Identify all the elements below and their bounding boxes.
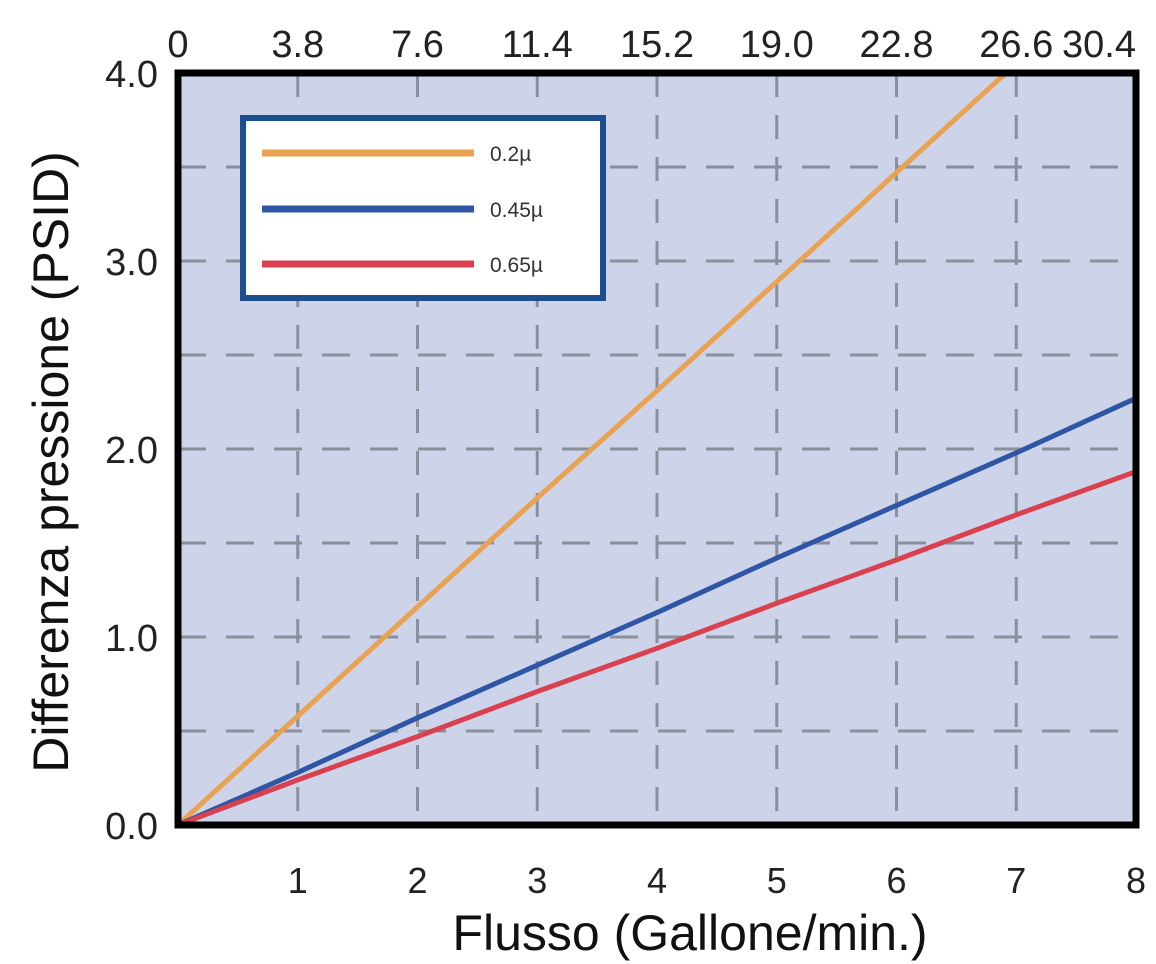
series-line-0 (178, 73, 1010, 825)
x-tick-label: 5 (767, 860, 787, 901)
x-tick-label: 1 (288, 860, 308, 901)
legend-label-0-2: 0.2µ (490, 143, 531, 166)
legend-label-0-45: 0.45µ (490, 199, 543, 222)
top-tick-label: 11.4 (502, 24, 573, 66)
y-tick-label: 3.0 (105, 242, 158, 284)
series-lines (178, 73, 1136, 825)
legend: 0.2µ 0.45µ 0.65µ (240, 115, 606, 301)
x-tick-label: 8 (1126, 860, 1146, 901)
x-tick-label: 3 (527, 860, 547, 901)
legend-label-0-65: 0.65µ (490, 254, 543, 277)
y-tick-label: 4.0 (105, 54, 158, 96)
top-tick-label: 19.0 (740, 24, 814, 66)
series-line-1 (178, 395, 1136, 825)
top-tick-label: 3.8 (271, 24, 324, 66)
top-tick-label: 7.6 (391, 24, 444, 66)
x-axis-label: Flusso (Gallone/min.) (452, 905, 927, 961)
y-tick-label: 0.0 (105, 806, 158, 848)
top-tick-label: 26.6 (979, 24, 1053, 66)
y-tick-label: 1.0 (105, 618, 158, 660)
top-tick-label: 0 (167, 24, 188, 66)
top-tick-label: 15.2 (620, 24, 694, 66)
plot-frame (174, 69, 1140, 829)
y-tick-labels: 0.0 1.0 2.0 3.0 4.0 (105, 54, 158, 848)
series-line-2 (178, 469, 1136, 825)
x-tick-label: 2 (407, 860, 427, 901)
top-tick-label: 22.8 (860, 24, 934, 66)
top-tick-labels: 0 3.8 7.6 11.4 15.2 19.0 22.8 26.6 30.4 (167, 24, 1136, 66)
x-tick-label: 7 (1006, 860, 1026, 901)
y-tick-label: 2.0 (105, 430, 158, 472)
x-tick-label: 4 (647, 860, 667, 901)
y-axis-label: Differenza pressione (PSID) (23, 151, 79, 773)
x-tick-label: 6 (886, 860, 906, 901)
top-tick-label: 30.4 (1062, 24, 1136, 66)
x-tick-labels: 1 2 3 4 5 6 7 8 (288, 860, 1146, 901)
